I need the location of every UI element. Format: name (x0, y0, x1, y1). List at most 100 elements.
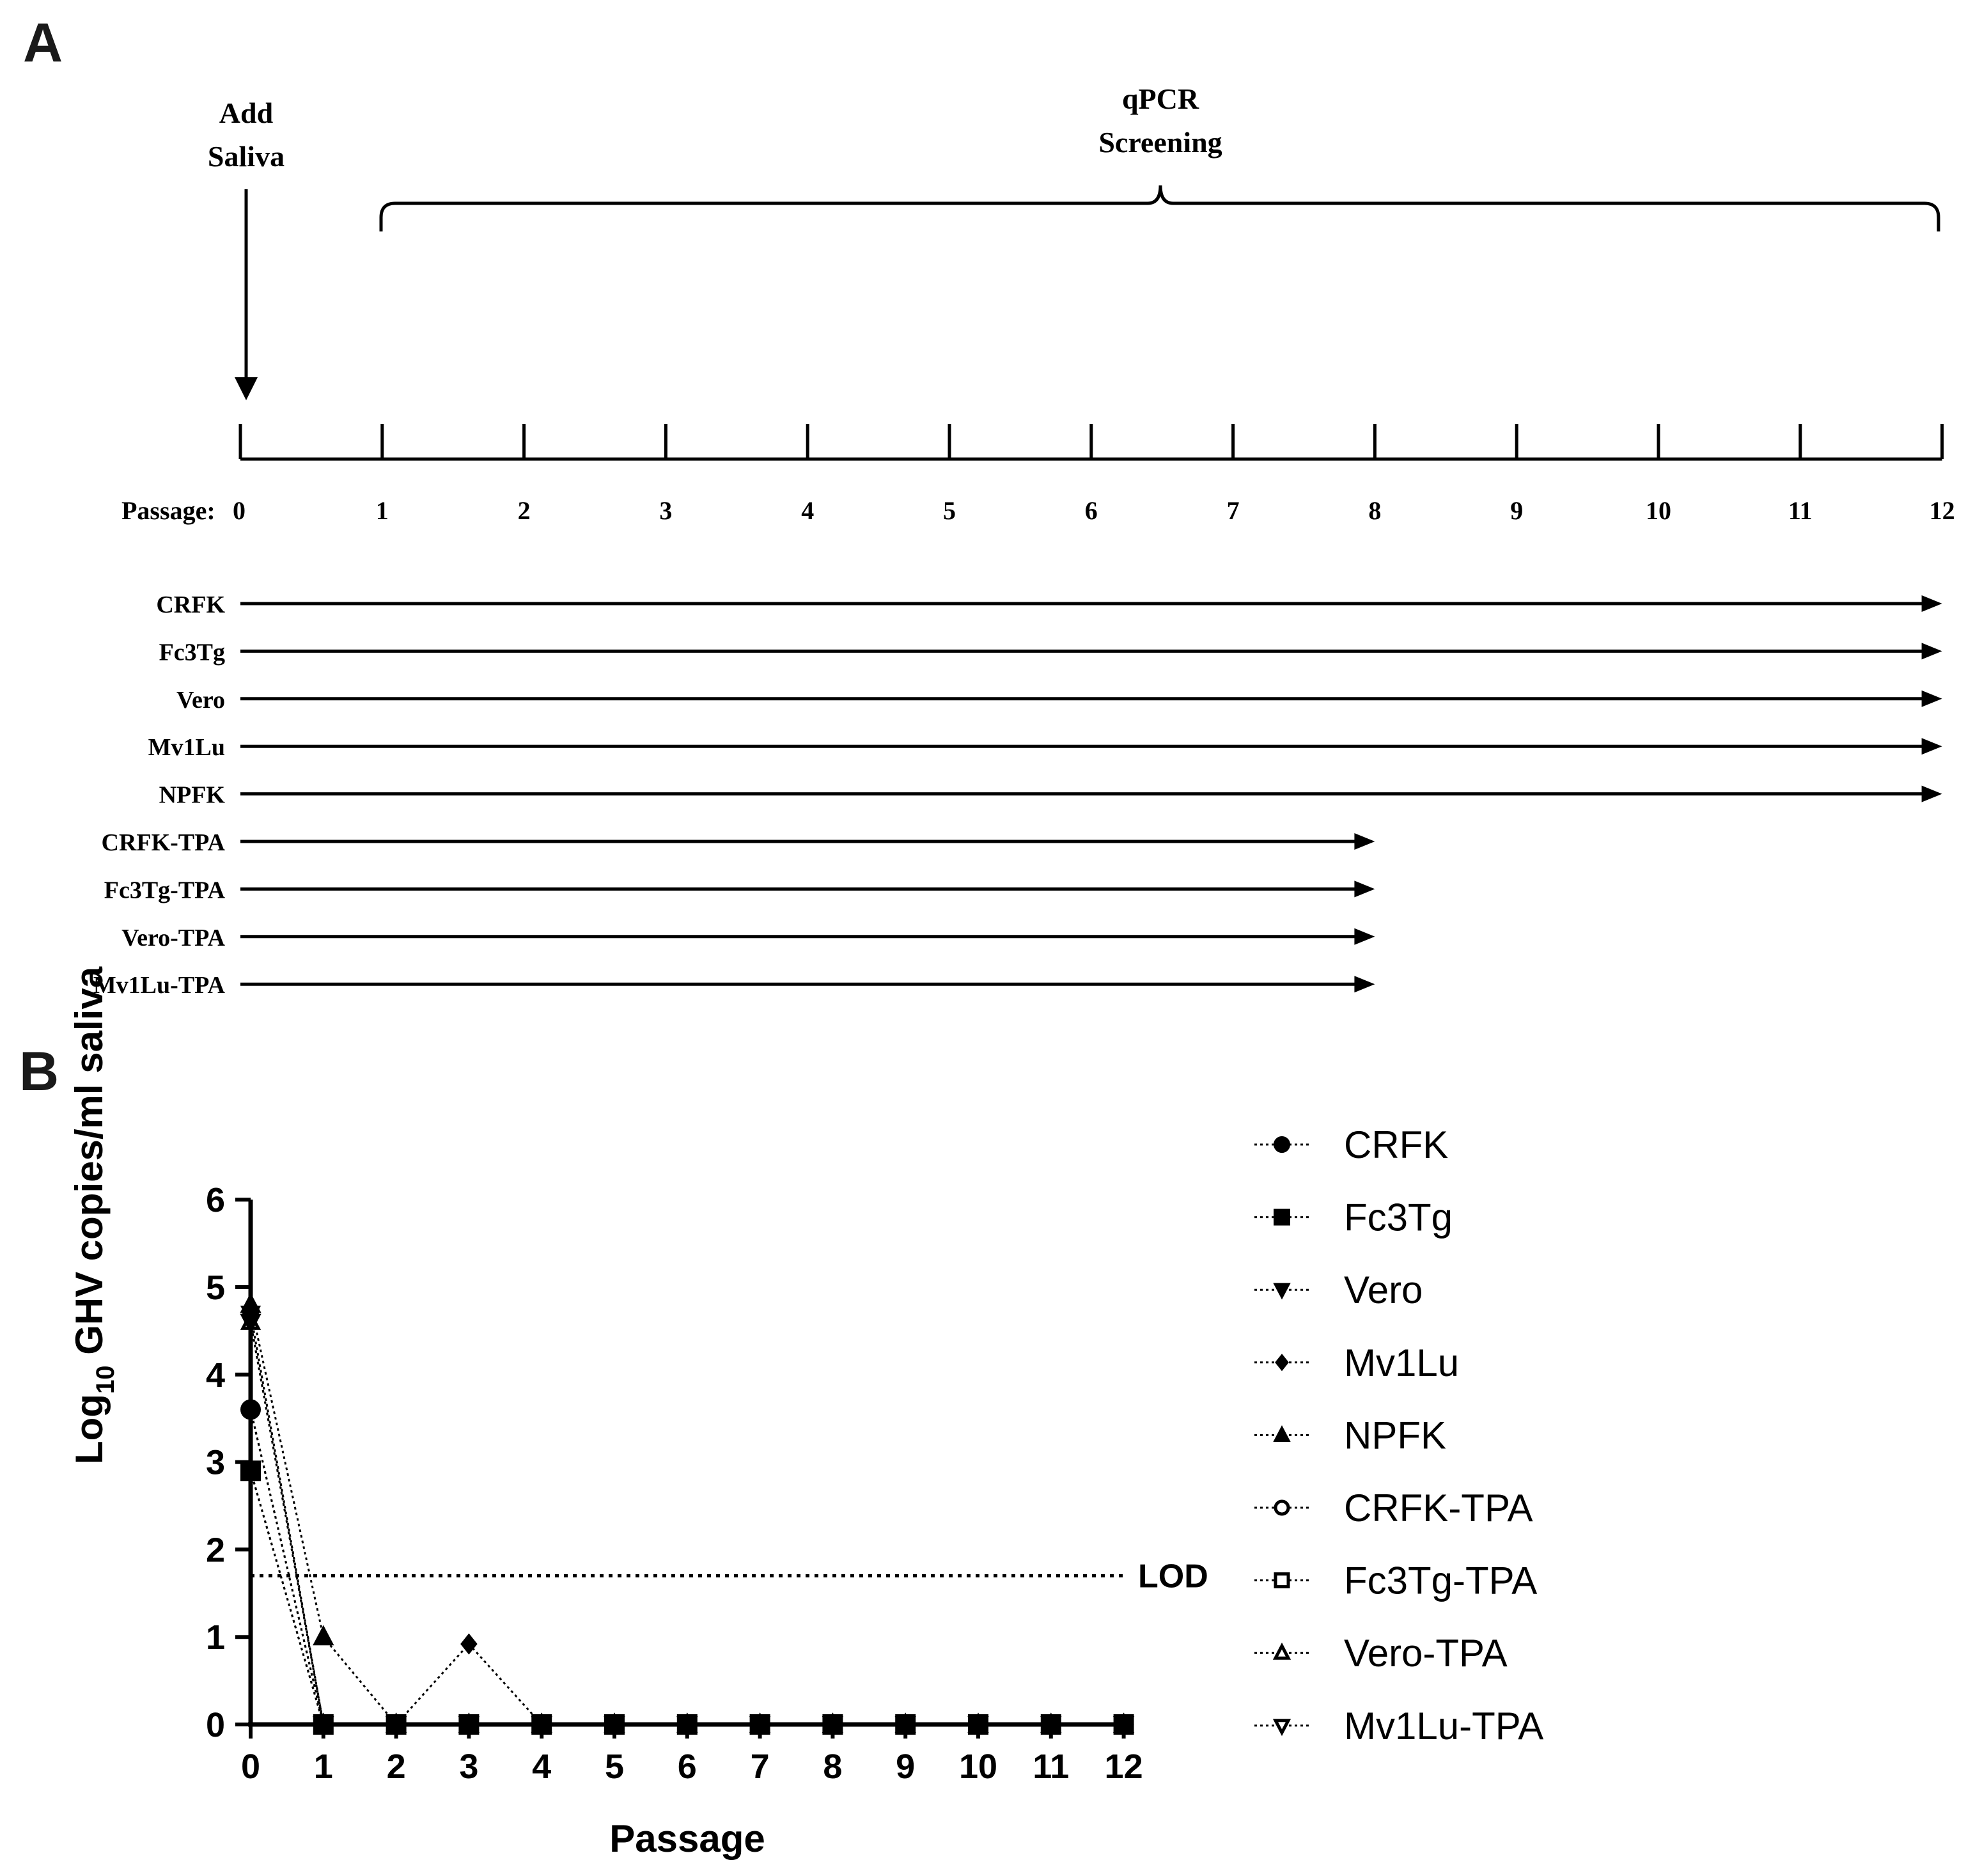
data-point (749, 1714, 770, 1735)
data-point (240, 1460, 261, 1481)
cell-line-label: CRFK-TPA (102, 829, 226, 856)
legend-label: CRFK (1344, 1123, 1448, 1166)
legend-item: Vero (1254, 1269, 1423, 1311)
qpcr-label-line2: Screening (1098, 126, 1222, 159)
series-line (249, 1304, 1124, 1726)
add-saliva-label-line2: Saliva (208, 140, 285, 173)
y-tick-label: 5 (206, 1269, 225, 1307)
legend-item: Fc3Tg (1254, 1196, 1453, 1239)
series-line (249, 1470, 833, 1726)
legend-marker (1273, 1425, 1291, 1442)
data-point (313, 1714, 334, 1735)
x-tick-label: 1 (314, 1747, 333, 1786)
data-point (1113, 1714, 1134, 1735)
passage-tick-label: 7 (1227, 496, 1240, 525)
passage-tick-labels: 0 1 2 3 4 5 6 7 8 9 10 11 12 (233, 496, 1955, 525)
cell-line-arrowhead (1921, 690, 1942, 707)
legend-item: CRFK (1254, 1123, 1448, 1166)
legend-label: Fc3Tg (1344, 1196, 1453, 1239)
data-point (822, 1714, 843, 1735)
legend-label: CRFK-TPA (1344, 1487, 1533, 1529)
series-line (249, 1409, 1124, 1726)
x-axis-label: Passage (609, 1817, 765, 1860)
data-point (240, 1313, 261, 1334)
cell-line-label: Mv1Lu (148, 734, 225, 761)
legend-marker (1272, 1642, 1291, 1660)
cell-line-arrowhead (1921, 643, 1942, 660)
passage-tick-label: 2 (518, 496, 531, 525)
passage-tick-label: 12 (1930, 496, 1955, 525)
panel-b: B Log10 GHV copies/ml saliva Passage 012… (19, 966, 1543, 1860)
cell-line-label: Mv1Lu-TPA (93, 972, 226, 999)
legend-label: Mv1Lu-TPA (1344, 1705, 1543, 1747)
data-point (240, 1399, 261, 1420)
legend-item: Mv1Lu-TPA (1254, 1705, 1543, 1747)
data-point (968, 1714, 988, 1735)
passage-tick-label: 10 (1646, 496, 1671, 525)
y-tick-label: 4 (206, 1356, 225, 1395)
legend-item: Fc3Tg-TPA (1254, 1559, 1537, 1602)
series-vero (240, 1313, 1135, 1737)
passage-tick-label: 6 (1085, 496, 1098, 525)
legend-marker (1274, 1208, 1290, 1226)
x-tick-label: 7 (751, 1747, 770, 1786)
x-tick-label: 11 (1033, 1747, 1069, 1786)
legend-item: NPFK (1254, 1414, 1446, 1457)
legend-marker (1272, 1719, 1291, 1737)
data-point (1040, 1714, 1061, 1735)
qpcr-bracket (379, 185, 1940, 231)
data-point (458, 1714, 480, 1735)
cell-line-arrowhead (1354, 880, 1375, 898)
cell-line-label: Fc3Tg (159, 639, 225, 666)
series-fc3tg-tpa (241, 1461, 842, 1734)
series-line (249, 1409, 833, 1726)
x-tick-label: 2 (387, 1747, 406, 1786)
legend-label: Vero (1344, 1269, 1423, 1311)
x-tick-label: 8 (823, 1747, 842, 1786)
x-tick-label: 3 (459, 1747, 478, 1786)
cell-line-label: Fc3Tg-TPA (104, 877, 226, 903)
data-point (895, 1714, 916, 1735)
series-line (249, 1322, 833, 1726)
cell-line-arrowhead (1354, 976, 1375, 993)
legend-marker (1274, 1572, 1290, 1589)
cell-line-arrows: CRFK Fc3Tg Vero Mv1Lu NPFK CRFK-TPA Fc3Tg-TPA V… (93, 591, 1942, 999)
cell-line-arrowhead (1921, 738, 1942, 755)
chart-legend: CRFK Fc3Tg Vero Mv1Lu NPFK CRFK-TPA Fc3Tg-TPA V… (1254, 1123, 1543, 1747)
data-point (313, 1625, 334, 1646)
y-tick-label: 2 (206, 1531, 225, 1569)
cell-line-label: Vero (176, 687, 225, 714)
passage-tick-label: 1 (376, 496, 389, 525)
cell-line-arrowhead (1921, 595, 1942, 612)
qpcr-label-line1: qPCR (1122, 82, 1199, 115)
add-saliva-label-line1: Add (219, 97, 274, 129)
legend-marker (1274, 1499, 1290, 1516)
series-npfk (240, 1292, 1135, 1733)
x-tick-label: 4 (532, 1747, 551, 1786)
data-point (531, 1714, 552, 1735)
x-tick-label: 12 (1105, 1747, 1143, 1786)
passage-tick-label: 3 (659, 496, 672, 525)
panel-b-label: B (19, 1041, 59, 1102)
passage-timeline (238, 424, 1944, 461)
passage-tick-label: 8 (1368, 496, 1381, 525)
legend-label: NPFK (1344, 1414, 1446, 1457)
legend-item: Mv1Lu (1254, 1341, 1459, 1384)
passage-tick-label: 0 (233, 496, 246, 525)
lod-label: LOD (1138, 1558, 1208, 1595)
legend-label: Fc3Tg-TPA (1344, 1559, 1537, 1602)
series-line (249, 1313, 833, 1726)
x-tick-label: 9 (896, 1747, 915, 1786)
data-point (460, 1633, 478, 1655)
passage-tick-label: 5 (943, 496, 956, 525)
passage-tick-label: 9 (1510, 496, 1523, 525)
cell-line-label: CRFK (156, 591, 225, 618)
legend-marker (1274, 1136, 1290, 1153)
legend-label: Mv1Lu (1344, 1341, 1459, 1384)
passage-prefix-label: Passage: (121, 496, 215, 525)
passage-tick-label: 11 (1788, 496, 1813, 525)
series-line (249, 1322, 1124, 1726)
